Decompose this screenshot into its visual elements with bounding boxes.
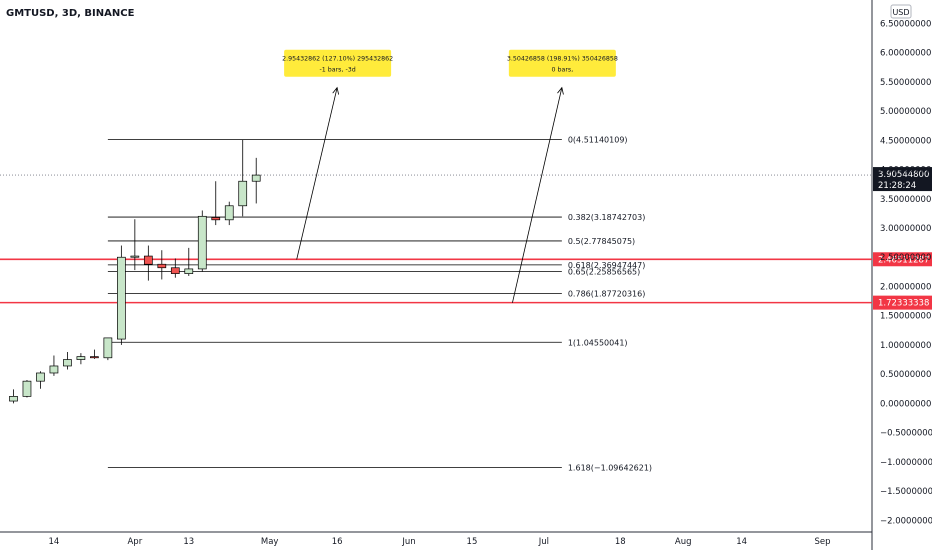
price-tick-label: 5.50000000 — [880, 78, 931, 88]
measure-label-line2: 0 bars, — [551, 67, 573, 74]
measure-label-line1: 3.50426858 (198.91%) 350426858 — [507, 56, 618, 63]
time-tick-label: 14 — [736, 537, 747, 547]
candle-body — [22, 380, 32, 397]
price-tick-label: 3.00000000 — [880, 224, 931, 234]
price-tick-label: 1.00000000 — [880, 341, 931, 351]
candle-body — [117, 256, 126, 340]
ray-price-tag — [873, 252, 932, 267]
time-tick-label: May — [261, 537, 279, 547]
candle-body — [36, 372, 45, 382]
candle-body — [157, 263, 167, 269]
time-tick-label: Jun — [401, 537, 415, 547]
price-tick-label: 1.50000000 — [880, 312, 931, 322]
ray-price-tag-label: 1.72333338 — [878, 299, 929, 309]
price-tick-label: 6.00000000 — [880, 49, 931, 59]
measure-annotations[interactable]: 2.95432862 (127.10%) 295432862 -1 bars, -… — [282, 49, 618, 303]
candle-body — [238, 180, 248, 207]
price-tick-label: 5.00000000 — [880, 107, 931, 117]
candle-body — [224, 205, 234, 221]
price-tick-label: 2.50000000 — [880, 253, 931, 263]
price-tick-label: −0.50000000 — [880, 429, 932, 439]
time-tick-label: Aug — [675, 537, 692, 547]
symbol-title: GMTUSD, 3D, BINANCE — [6, 8, 135, 19]
candle-body — [9, 396, 18, 402]
currency-button-frame — [890, 4, 912, 19]
fib-level-label: 0.5(2.77845075) — [568, 237, 635, 246]
candle-body — [103, 337, 113, 359]
price-tick-label: 2.00000000 — [880, 282, 931, 292]
time-tick-label: 16 — [332, 537, 343, 547]
fib-level-label: 0.65(2.25856565) — [568, 267, 640, 276]
fib-level-label: 0.618(2.36947447) — [568, 261, 646, 270]
last-price-countdown: 21:28:24 — [878, 181, 916, 191]
ray-price-tag — [873, 295, 932, 310]
price-axis[interactable]: 6.50000000 6.00000000 5.50000000 5.00000000… — [880, 19, 932, 526]
price-tick-label: 6.50000000 — [880, 19, 931, 29]
candle-body — [90, 356, 99, 359]
time-tick-label: Sep — [815, 537, 831, 547]
time-tick-label: 18 — [615, 537, 626, 547]
last-price-value: 3.90544800 — [878, 170, 929, 180]
candle-body — [143, 255, 153, 265]
candle-body — [197, 215, 207, 270]
measure-arrow-line — [296, 87, 338, 260]
last-price-tag — [873, 167, 932, 192]
measure-arrow-head — [557, 86, 564, 95]
time-tick-label: Apr — [127, 537, 142, 547]
fib-level-label: 1(1.04550041) — [568, 338, 628, 347]
candle-body — [49, 365, 59, 374]
candle-body — [170, 267, 180, 274]
time-axis[interactable]: 14 Apr 13 May 16 Jun 15 Jul 18 Aug 14 Sep — [49, 537, 831, 547]
time-tick-label: 14 — [49, 537, 60, 547]
price-tick-label: 4.00000000 — [880, 166, 931, 176]
candle-body — [63, 359, 72, 367]
measure-arrow-line — [512, 87, 563, 303]
measure-label-box — [284, 49, 392, 77]
fib-level-label: 1.618(−1.09642621) — [568, 463, 652, 472]
price-tick-label: 3.50000000 — [880, 195, 931, 205]
price-tick-label: 0.50000000 — [880, 370, 931, 380]
fib-level-label: 0.382(3.18742703) — [568, 213, 646, 222]
candle-body — [184, 268, 194, 274]
measure-label-box — [508, 49, 616, 77]
price-tick-label: 0.00000000 — [880, 399, 931, 409]
time-tick-label: Jul — [538, 537, 549, 547]
candle-body — [211, 217, 221, 221]
candle-body — [251, 174, 261, 182]
time-tick-label: 13 — [183, 537, 194, 547]
time-tick-label: 15 — [467, 537, 478, 547]
ray-price-tag-label: 2.46511287 — [878, 255, 929, 265]
price-tick-label: −1.50000000 — [880, 487, 932, 497]
candle-body — [76, 356, 86, 360]
price-tick-label: 4.50000000 — [880, 136, 931, 146]
price-tick-label: −2.00000000 — [880, 516, 932, 526]
fib-level-label: 0.786(1.87720316) — [568, 290, 646, 299]
currency-button-label: USD — [892, 8, 909, 17]
plot-background — [0, 0, 872, 532]
measure-label-line2: -1 bars, -3d — [319, 67, 355, 74]
measure-label-line1: 2.95432862 (127.10%) 295432862 — [282, 56, 393, 63]
price-tick-label: −1.00000000 — [880, 458, 932, 468]
candlestick-series — [9, 139, 261, 404]
fib-level-label: 0(4.51140109) — [568, 136, 628, 145]
currency-button[interactable]: USD — [890, 4, 912, 19]
measure-arrow-head — [332, 86, 340, 95]
fib-retracement-tool[interactable]: 0(4.51140109) 0.382(3.18742703) 0.5(2.7784… — [107, 136, 652, 473]
candle-body — [130, 255, 140, 258]
